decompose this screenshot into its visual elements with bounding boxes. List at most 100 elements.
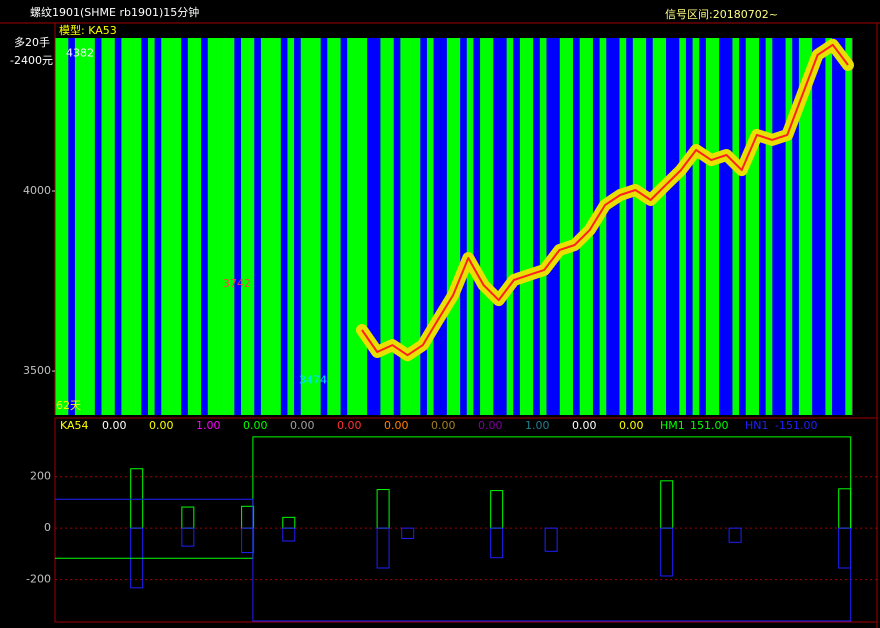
- legend-value: 151.00: [690, 419, 729, 432]
- readout: 1.00: [525, 419, 550, 432]
- signal-stripe: [805, 38, 813, 415]
- signal-stripe: [147, 38, 155, 415]
- signal-stripe: [526, 38, 534, 415]
- days-label: 62天: [56, 399, 81, 412]
- signal-stripe: [553, 38, 561, 415]
- bar-down: [490, 527, 504, 559]
- bar-down: [544, 527, 558, 552]
- signal-stripe: [74, 38, 82, 415]
- price-annotation: 4382: [66, 46, 94, 59]
- signal-stripe: [666, 38, 673, 415]
- bar-down: [181, 527, 195, 547]
- readout: 0.00: [572, 419, 597, 432]
- signal-stripe: [506, 38, 514, 415]
- price-panel: 3500 4000 4382 3742 3474 模型: KA53 多20手 -2400元 62…: [10, 23, 854, 415]
- signal-stripe: [519, 38, 527, 415]
- indicator-name: KA54: [60, 419, 89, 432]
- readout: 0.00: [619, 419, 644, 432]
- readout: 0.00: [431, 419, 456, 432]
- signal-stripe: [632, 38, 640, 415]
- signal-stripe: [201, 38, 209, 415]
- y-tick-label: 0: [44, 521, 51, 534]
- signal-stripe: [679, 38, 687, 415]
- signal-stripe: [167, 38, 175, 415]
- y-tick-label: 3500: [23, 364, 51, 377]
- signal-stripe: [307, 38, 315, 415]
- signal-stripe: [433, 38, 441, 415]
- signal-stripe: [187, 38, 195, 415]
- readout: 0.00: [384, 419, 409, 432]
- bar-down: [376, 527, 390, 569]
- signal-stripe: [300, 38, 308, 415]
- signal-stripe: [739, 38, 747, 415]
- signal-stripe: [845, 38, 853, 415]
- signal-stripe: [387, 38, 395, 415]
- signal-stripe: [426, 38, 434, 415]
- signal-stripe: [573, 38, 580, 415]
- signal-stripe: [559, 38, 567, 415]
- signal-stripe: [752, 38, 760, 415]
- signal-stripe: [287, 38, 295, 415]
- legend-name: HM1: [660, 419, 685, 432]
- signal-stripe: [533, 38, 541, 415]
- signal-stripe: [333, 38, 341, 415]
- signal-stripe: [327, 38, 335, 415]
- bar-down: [660, 527, 674, 577]
- pnl-label: -2400元: [10, 54, 53, 67]
- signal-stripe: [825, 38, 833, 415]
- model-label: 模型: KA53: [59, 23, 117, 37]
- signal-stripe: [659, 38, 667, 415]
- signal-stripe: [94, 38, 102, 415]
- y-tick-label: 4000: [23, 184, 51, 197]
- signal-stripe: [227, 38, 235, 415]
- signal-stripe: [247, 38, 255, 415]
- signal-stripe: [626, 38, 634, 415]
- signal-stripe: [274, 38, 282, 415]
- price-line: [361, 43, 849, 357]
- signal-stripe: [413, 38, 421, 415]
- signal-range: 信号区间:20180702~: [665, 8, 778, 21]
- signal-stripe: [792, 38, 800, 415]
- signal-stripe: [81, 38, 89, 415]
- readout: 0.00: [478, 419, 503, 432]
- legend-value: -151.00: [775, 419, 817, 432]
- signal-stripe: [320, 38, 328, 415]
- signal-stripe: [699, 38, 707, 415]
- series-line: [55, 498, 852, 622]
- signal-stripe: [480, 38, 488, 415]
- readout: 1.00: [196, 419, 221, 432]
- signal-stripe: [466, 38, 474, 415]
- signal-stripe: [254, 38, 262, 415]
- signal-stripe: [712, 38, 720, 415]
- panel-border: [54, 417, 878, 623]
- signal-stripe: [486, 38, 494, 415]
- window-title: 螺纹1901(SHME rb1901)15分钟: [30, 5, 199, 19]
- y-tick-label: 200: [30, 470, 51, 483]
- signal-stripe: [141, 38, 149, 415]
- signal-stripe: [745, 38, 753, 415]
- signal-stripe: [765, 38, 773, 415]
- signal-stripe: [114, 38, 122, 415]
- signal-stripe: [705, 38, 713, 415]
- signal-stripe: [473, 38, 481, 415]
- signal-stripe: [606, 38, 614, 415]
- signal-stripe: [121, 38, 129, 415]
- signal-stripe: [493, 38, 501, 415]
- signal-stripe: [108, 38, 116, 415]
- signal-stripe: [55, 38, 62, 415]
- signal-stripe: [440, 38, 448, 415]
- signal-stripe: [453, 38, 461, 415]
- signal-stripe: [194, 38, 202, 415]
- indicator-panel: -200 0 200 KA54 0.00 0.00 1.00 0.00 0.00 0.00 0.00…: [26, 417, 878, 623]
- signal-stripe: [725, 38, 733, 415]
- bar-down: [401, 527, 415, 539]
- price-annotation: 3742: [223, 277, 251, 290]
- signal-stripe: [566, 38, 574, 415]
- signal-stripe: [612, 38, 620, 415]
- signal-stripe: [838, 38, 846, 415]
- series-line: [55, 436, 852, 559]
- signal-stripe: [499, 38, 507, 415]
- signal-stripe: [340, 38, 348, 415]
- signal-stripe: [214, 38, 222, 415]
- signal-stripe: [373, 38, 381, 415]
